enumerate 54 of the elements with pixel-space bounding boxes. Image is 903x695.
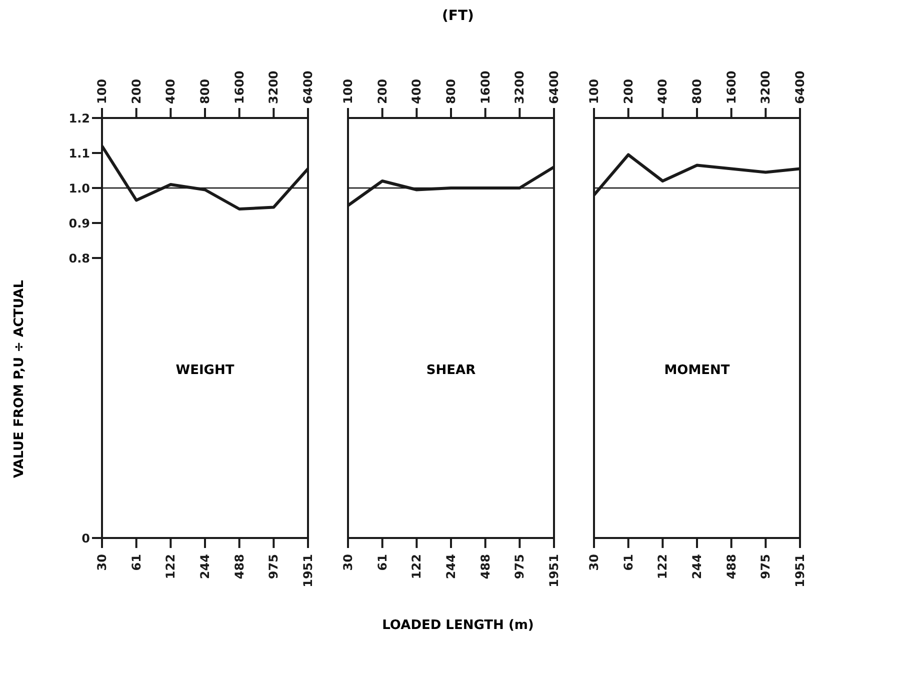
text: 1600: [478, 70, 492, 104]
text: SHEAR: [425, 363, 477, 378]
y-tick-label: 0: [82, 531, 90, 546]
x2-axis-title: (FT): [442, 8, 474, 24]
y-tick-label: 1.1: [68, 146, 90, 160]
text: 200: [375, 78, 390, 104]
x-tick-label: 30: [95, 554, 109, 571]
x-tick-label: 61: [129, 554, 144, 571]
y-tick-label: 1.2: [68, 111, 90, 126]
text: 400: [410, 78, 424, 104]
x-tick-label: 244: [198, 554, 212, 580]
text: 400: [656, 78, 670, 104]
text: 1600: [724, 70, 738, 104]
x-tick-label: 488: [478, 554, 492, 580]
y-tick-label: 0.8: [68, 251, 90, 266]
text: MOMENT: [663, 363, 731, 378]
text: 6400: [547, 70, 561, 104]
y-tick-label: 1.0: [68, 181, 90, 196]
text: 200: [621, 78, 636, 104]
text: 3200: [758, 70, 773, 104]
x-tick-label: 488: [724, 554, 738, 580]
text: 3200: [266, 70, 281, 104]
x-tick-label: 975: [512, 554, 527, 580]
x-tick-label: 30: [341, 554, 355, 571]
text: 800: [198, 78, 212, 104]
x-tick-label: 122: [656, 554, 670, 580]
text: 400: [164, 78, 178, 104]
x-tick-label: 122: [164, 554, 178, 580]
x-tick-label: 975: [758, 554, 773, 580]
x-tick-label: 122: [410, 554, 424, 580]
text: 800: [444, 78, 458, 104]
x-tick-label: 1951: [547, 554, 561, 588]
text: 3200: [512, 70, 527, 104]
y-axis-title: VALUE FROM P,U ÷ ACTUAL: [12, 280, 27, 478]
text: 1600: [232, 70, 246, 104]
x-axis-title: LOADED LENGTH (m): [382, 618, 534, 633]
text: WEIGHT: [174, 363, 236, 378]
x-tick-label: 61: [621, 554, 636, 571]
x-tick-label: 1951: [301, 554, 315, 588]
x-tick-label: 244: [690, 554, 704, 580]
text: 100: [95, 78, 109, 104]
text: 100: [341, 78, 355, 104]
text: 6400: [301, 70, 315, 104]
x-tick-label: 1951: [793, 554, 807, 588]
x-tick-label: 30: [587, 554, 601, 571]
text: 6400: [793, 70, 807, 104]
text: 200: [129, 78, 144, 104]
x-tick-label: 488: [232, 554, 246, 580]
text: 800: [690, 78, 704, 104]
x-tick-label: 975: [266, 554, 281, 580]
y-tick-label: 0.9: [68, 216, 90, 230]
x-tick-label: 61: [375, 554, 390, 571]
x-tick-label: 244: [444, 554, 458, 580]
text: 100: [587, 78, 601, 104]
